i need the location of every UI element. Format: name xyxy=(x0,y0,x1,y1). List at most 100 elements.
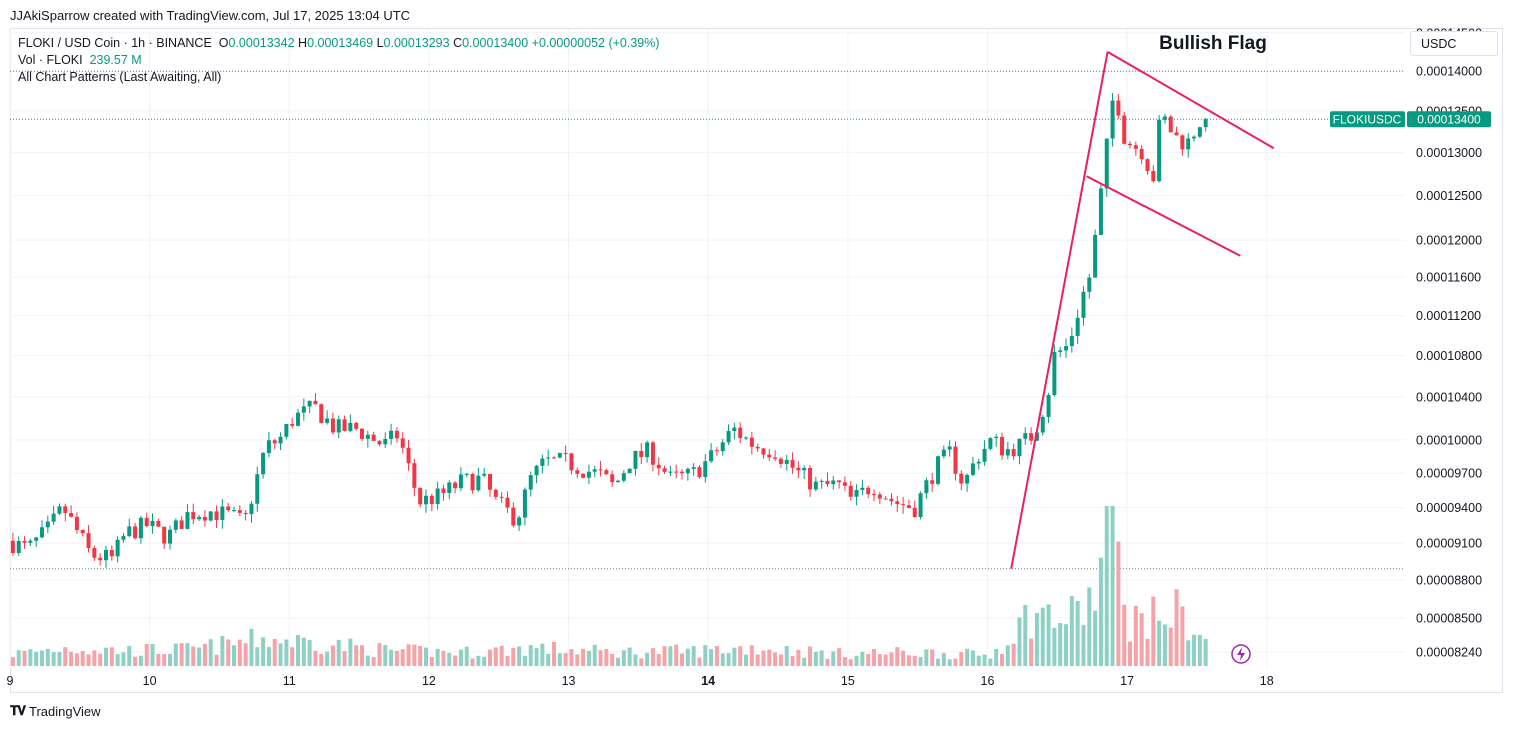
volume-bar xyxy=(1110,506,1115,666)
currency-button[interactable]: USDC xyxy=(1410,31,1498,56)
volume-bar xyxy=(115,654,120,666)
candle-body xyxy=(877,494,882,499)
volume-bar xyxy=(511,647,516,666)
volume-bar xyxy=(586,650,591,666)
volume-bar xyxy=(249,628,254,666)
volume-value: 239.57 M xyxy=(89,53,142,67)
volume-bar xyxy=(1104,506,1109,666)
volume-bar xyxy=(831,651,836,666)
volume-label[interactable]: Vol · FLOKI xyxy=(18,53,83,67)
volume-bar xyxy=(1157,620,1162,666)
price-tick-label: 0.00014000 xyxy=(1416,65,1482,79)
volume-bar xyxy=(1180,606,1185,666)
volume-bar xyxy=(546,653,551,666)
candle-body xyxy=(656,464,661,469)
candle-body xyxy=(796,467,801,471)
volume-bar xyxy=(214,654,219,666)
candle-body xyxy=(1151,171,1156,182)
volume-bar xyxy=(394,651,399,666)
volume-bar xyxy=(301,637,306,666)
volume-bar xyxy=(1162,624,1167,666)
volume-bar xyxy=(738,646,743,666)
candle-body xyxy=(528,475,533,490)
candle-body xyxy=(650,442,655,465)
candle-body xyxy=(57,506,62,514)
candle-body xyxy=(639,451,644,458)
candle-body xyxy=(616,480,621,483)
volume-bar xyxy=(243,643,248,666)
volume-bar xyxy=(592,644,597,666)
volume-bar xyxy=(138,655,143,666)
volume-bar xyxy=(1203,638,1208,666)
candle-body xyxy=(575,470,580,474)
volume-bar xyxy=(133,656,138,666)
candle-body xyxy=(837,480,842,483)
candle-body xyxy=(854,489,859,497)
volume-bar xyxy=(232,645,237,666)
volume-bar xyxy=(1192,634,1197,666)
candle-body xyxy=(1192,136,1197,139)
candle-body xyxy=(1005,449,1010,456)
volume-bar xyxy=(16,650,21,666)
indicator-label[interactable]: All Chart Patterns (Last Awaiting, All) xyxy=(18,70,222,84)
volume-bar xyxy=(505,655,510,666)
volume-bar xyxy=(377,643,382,666)
volume-bar xyxy=(1000,653,1005,666)
volume-bar xyxy=(662,646,667,666)
volume-bar xyxy=(144,644,149,666)
candle-body xyxy=(74,516,79,530)
candle-body xyxy=(621,473,626,481)
candle-body xyxy=(342,419,347,431)
volume-bar xyxy=(569,649,574,666)
volume-bar xyxy=(616,657,621,666)
volume-bar xyxy=(773,652,778,666)
candle-body xyxy=(592,469,597,472)
volume-bar xyxy=(528,645,533,666)
volume-bar xyxy=(744,654,749,666)
price-tag-value: 0.00013400 xyxy=(1417,113,1481,127)
candle-body xyxy=(348,422,353,431)
volume-bar xyxy=(656,653,661,666)
volume-bar xyxy=(441,650,446,666)
candle-body xyxy=(755,446,760,449)
candle-body xyxy=(360,428,365,439)
volume-bar xyxy=(936,658,941,666)
bullish-flag-pattern: Bullish Flag xyxy=(1010,33,1275,569)
candle-body xyxy=(1069,335,1074,347)
volume-bar xyxy=(424,647,429,666)
candle-body xyxy=(435,488,440,505)
volume-bar xyxy=(464,646,469,666)
candle-body xyxy=(1098,188,1103,235)
volume-bar xyxy=(598,650,603,666)
volume-bar xyxy=(1064,624,1069,666)
volume-bar xyxy=(970,650,975,666)
high-value: 0.00013469 xyxy=(307,36,374,50)
volume-bar xyxy=(371,656,376,666)
candle-body xyxy=(365,434,370,439)
volume-bar xyxy=(365,655,370,666)
volume-bar xyxy=(522,655,527,666)
candle-body xyxy=(645,442,650,458)
candle-body xyxy=(406,447,411,464)
candle-body xyxy=(16,540,21,554)
volume-bar xyxy=(726,653,731,666)
volume-bar xyxy=(994,648,999,666)
volume-bar xyxy=(150,644,155,666)
candle-body xyxy=(138,517,143,539)
candle-body xyxy=(168,529,173,544)
symbol-name[interactable]: FLOKI / USD Coin · 1h · BINANCE xyxy=(18,36,212,50)
volume-bar xyxy=(854,655,859,666)
candle-body xyxy=(860,487,865,490)
footer-brand[interactable]: 𝐓𝐕 TradingView xyxy=(10,703,101,719)
price-tag: FLOKIUSDC 0.00013400 xyxy=(1330,111,1491,128)
volume-bar xyxy=(1197,634,1202,666)
candle-body xyxy=(1034,432,1039,441)
price-tick-label: 0.00009700 xyxy=(1416,467,1482,481)
candle-body xyxy=(51,513,56,522)
volume-bar xyxy=(92,650,97,666)
volume-bar xyxy=(319,653,324,666)
candle-body xyxy=(266,440,271,454)
volume-bar xyxy=(796,649,801,666)
candle-body xyxy=(976,461,981,464)
